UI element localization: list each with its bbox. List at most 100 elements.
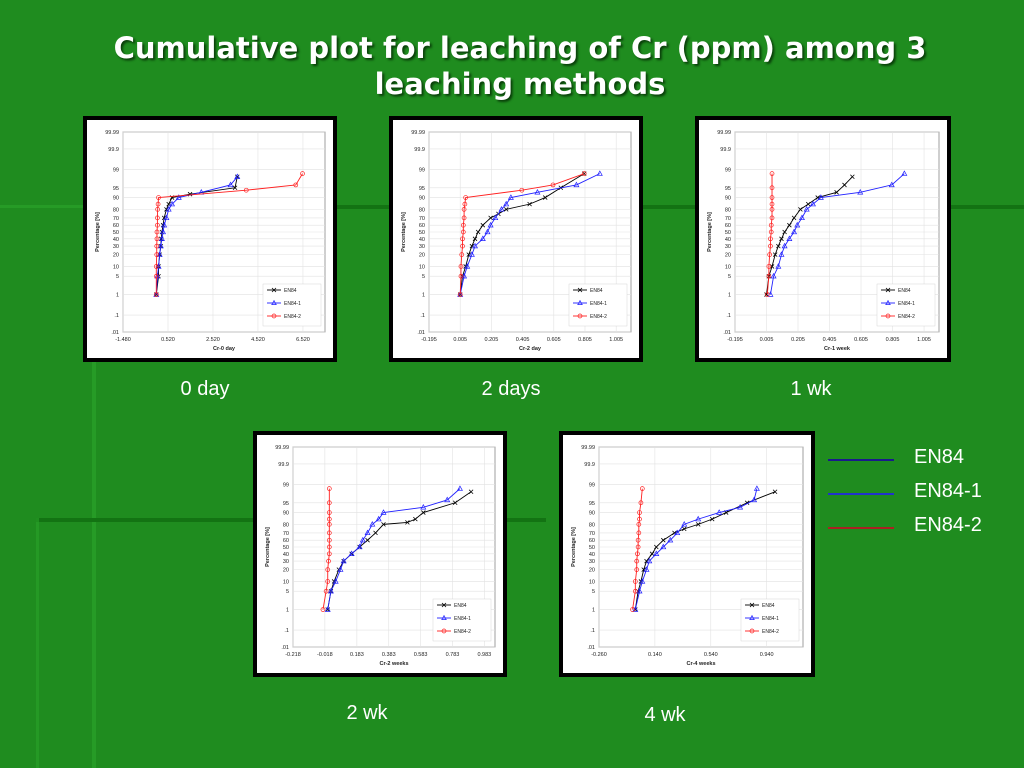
- data-point-en84-1: [359, 536, 366, 543]
- data-point-en84: [772, 489, 778, 495]
- data-point-en84-1: [169, 200, 176, 207]
- y-tick-label: 50: [113, 230, 119, 236]
- data-point-en84-2: [243, 187, 249, 193]
- data-point-en84: [488, 215, 493, 221]
- y-tick-label: 5: [422, 274, 425, 280]
- data-point-en84-1: [487, 221, 494, 228]
- x-tick-label: -0.018: [317, 652, 333, 658]
- x-axis-label: Cr-0 day: [213, 346, 236, 352]
- x-tick-label: -0.195: [727, 337, 743, 343]
- legend-line-en84-2: [828, 527, 894, 529]
- y-tick-label: 20: [113, 253, 119, 259]
- slide-title: Cumulative plot for leaching of Cr (ppm)…: [60, 30, 980, 102]
- data-point-en84-2: [155, 215, 160, 221]
- chart-legend-marker: [271, 313, 277, 319]
- x-tick-label: 0.405: [516, 337, 530, 343]
- x-tick-label: 0.940: [760, 652, 774, 658]
- data-point-en84-2: [460, 243, 465, 249]
- data-point-en84-1: [227, 181, 234, 188]
- data-point-en84-1: [674, 529, 681, 536]
- data-point-en84-1: [364, 529, 371, 536]
- data-point-en84-1: [340, 557, 347, 564]
- data-point-en84-1: [160, 228, 167, 235]
- data-point-en84-1: [498, 206, 505, 212]
- y-tick-label: 20: [419, 253, 425, 259]
- x-tick-label: 2.520: [206, 337, 220, 343]
- data-point-en84-2: [325, 579, 331, 584]
- y-tick-label: 40: [725, 237, 731, 243]
- chart-legend-label: EN84: [590, 288, 603, 294]
- data-point-en84-2: [300, 171, 305, 176]
- caption-2days: 2 days: [481, 378, 541, 400]
- legend-line-en84-1: [828, 493, 894, 495]
- data-point-en84-1: [901, 170, 908, 176]
- y-tick-label: 99.99: [275, 445, 289, 451]
- x-tick-label: -1.480: [115, 337, 131, 343]
- data-point-en84-1: [332, 578, 339, 584]
- x-tick-label: 0.605: [547, 337, 561, 343]
- series-line-en84-2: [155, 173, 303, 295]
- data-point-en84-1: [653, 550, 660, 556]
- data-point-en84: [480, 222, 486, 228]
- chart-legend-label: EN84-2: [454, 629, 471, 635]
- y-tick-label: 40: [419, 237, 425, 243]
- data-point-en84-2: [155, 207, 160, 212]
- data-point-en84: [791, 215, 797, 221]
- data-point-en84: [641, 567, 646, 572]
- y-tick-label: .01: [723, 330, 731, 336]
- caption-4wk: 4 wk: [644, 704, 686, 726]
- data-point-en84-2: [458, 273, 464, 279]
- data-point-en84-1: [751, 496, 758, 503]
- data-point-en84: [472, 236, 478, 242]
- chart-legend-label: EN84: [898, 288, 911, 294]
- chart-legend-marker: [749, 602, 755, 608]
- data-point-en84-1: [380, 509, 387, 515]
- chart-legend-marker: [885, 287, 891, 293]
- data-point-en84-1: [492, 214, 499, 221]
- y-tick-label: 95: [419, 186, 425, 192]
- x-tick-label: 1.005: [609, 337, 623, 343]
- data-point-en84: [644, 558, 649, 564]
- y-tick-label: 40: [283, 552, 289, 558]
- chart-legend-marker: [441, 628, 447, 634]
- y-tick-label: 95: [113, 186, 119, 192]
- x-axis-label: Cr-2 weeks: [379, 661, 408, 667]
- data-point-en84-1: [888, 181, 895, 188]
- x-tick-label: 0.805: [578, 337, 592, 343]
- y-tick-label: 80: [725, 207, 731, 213]
- y-tick-label: 10: [283, 579, 289, 585]
- data-point-en84-2: [581, 171, 587, 176]
- y-tick-label: 99.9: [414, 147, 425, 153]
- chart-panel-0day: 99.99 99.9 99 95 90 80 70 60 50 40 30 20 10 5 1 .1 .01 -1…: [83, 116, 337, 362]
- y-tick-label: 60: [419, 223, 425, 229]
- y-axis-label: Percentage [%]: [401, 212, 407, 252]
- data-point-en84-2: [326, 530, 332, 536]
- data-point-en84-1: [667, 536, 674, 543]
- chart-legend-marker: [271, 299, 277, 305]
- chart-legend-marker: [885, 313, 891, 319]
- data-point-en84: [779, 236, 784, 242]
- data-point-en84: [695, 522, 701, 527]
- data-point-en84-1: [534, 188, 541, 195]
- data-point-en84-1: [444, 496, 451, 503]
- x-tick-label: -0.260: [591, 652, 607, 658]
- y-tick-label: 70: [113, 216, 119, 222]
- data-point-en84: [772, 252, 778, 257]
- y-tick-label: 5: [286, 589, 289, 595]
- y-tick-label: 20: [283, 568, 289, 574]
- chart-legend-label: EN84: [284, 288, 297, 294]
- data-point-en84: [232, 185, 238, 191]
- data-point-en84-1: [770, 272, 777, 279]
- data-point-en84: [787, 222, 792, 228]
- data-point-en84: [503, 207, 509, 212]
- y-tick-label: 20: [589, 568, 595, 574]
- data-point-en84-1: [507, 194, 514, 200]
- data-point-en84-2: [635, 537, 641, 543]
- data-point-en84-2: [460, 236, 465, 242]
- data-point-en84-1: [161, 221, 168, 228]
- data-point-en84-2: [768, 243, 773, 249]
- data-point-en84-2: [326, 551, 332, 557]
- series-line-en84-1: [459, 173, 600, 295]
- data-point-en84-2: [630, 607, 635, 612]
- data-point-en84-2: [154, 229, 160, 235]
